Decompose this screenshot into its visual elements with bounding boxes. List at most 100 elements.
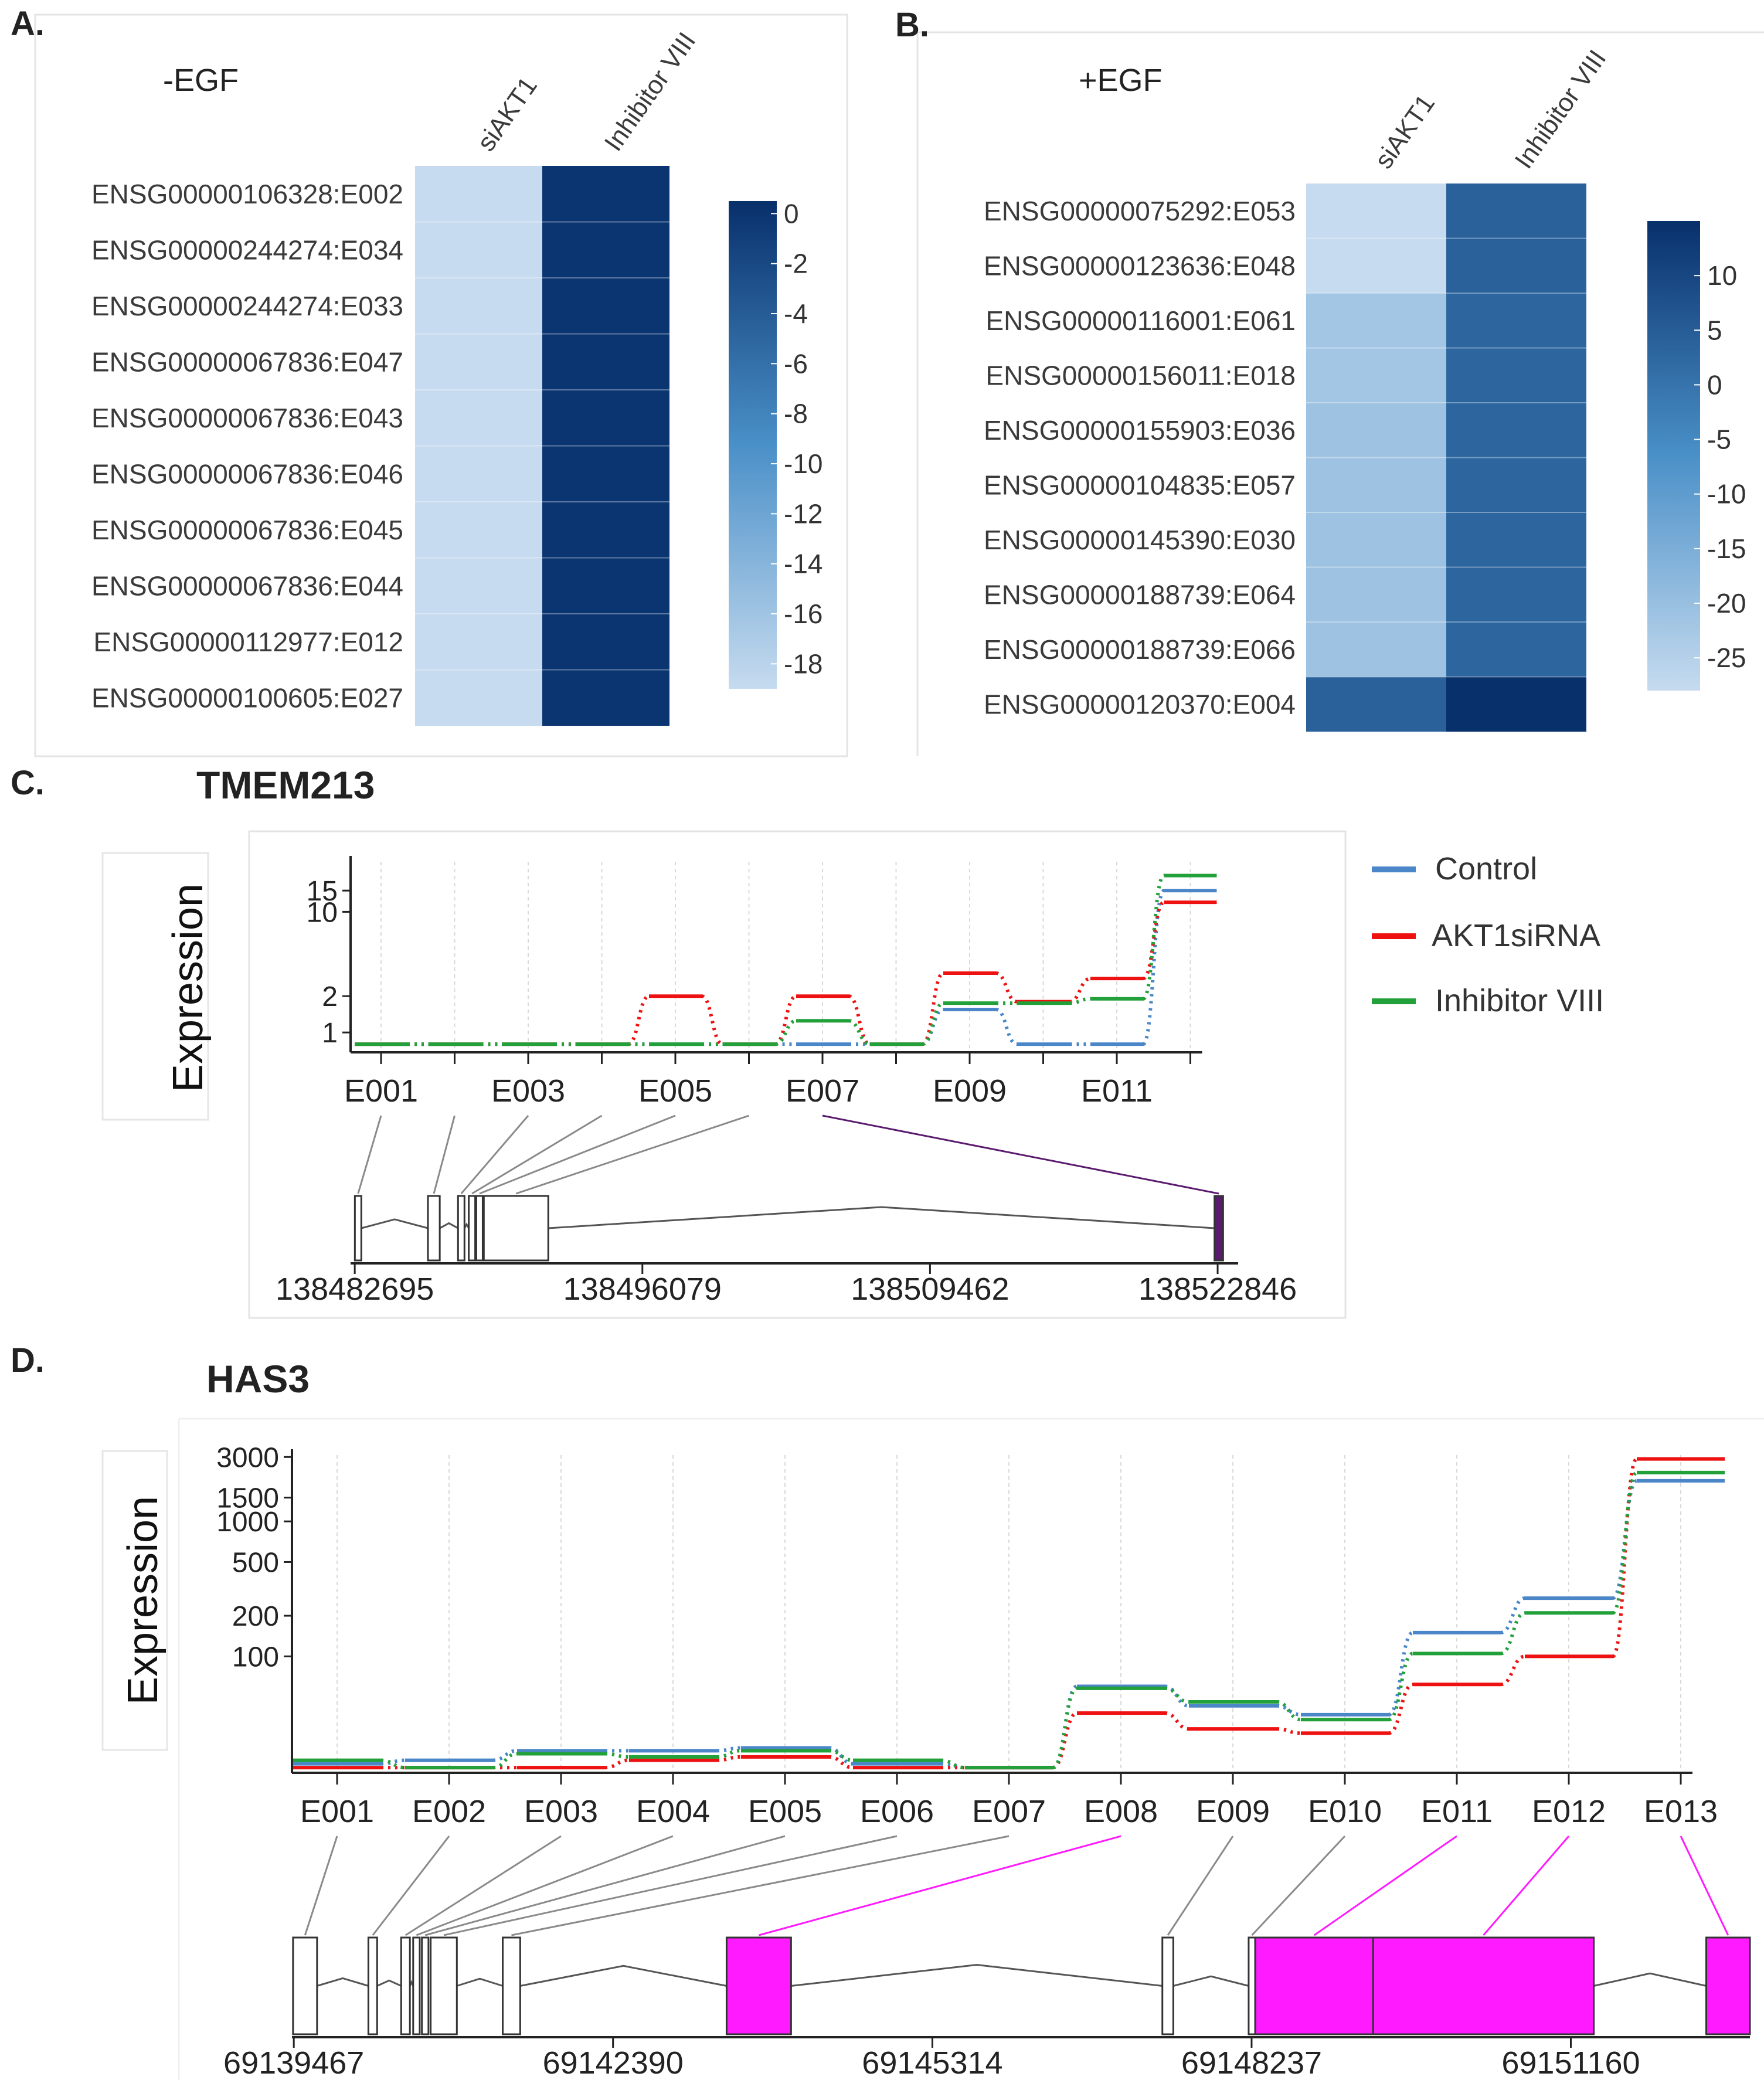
series-connector bbox=[774, 994, 797, 1046]
heatmap-cell bbox=[415, 166, 542, 222]
exon-connector bbox=[1313, 1835, 1457, 1936]
exon-connector bbox=[416, 1835, 674, 1936]
exon bbox=[725, 1936, 792, 2035]
y-tick-label: 200 bbox=[232, 1601, 279, 1632]
heatmap-row-label: ENSG00000112977:E012 bbox=[93, 627, 403, 657]
exon-connector bbox=[304, 1836, 338, 1936]
x-tick-label: E011 bbox=[1421, 1794, 1493, 1829]
series-connector bbox=[1388, 1651, 1414, 1722]
series-connector bbox=[848, 994, 871, 1046]
intron bbox=[791, 1963, 1163, 1987]
colorbar-tick-label: 10 bbox=[1707, 260, 1737, 291]
heatmap-row-label: ENSG00000067836:E046 bbox=[91, 458, 403, 489]
intron bbox=[317, 1977, 369, 1987]
heatmap-cell bbox=[542, 614, 669, 670]
exon-connector bbox=[357, 1115, 382, 1194]
series-connector bbox=[380, 1758, 406, 1766]
series-connector bbox=[848, 1019, 871, 1046]
y-tick-label: 100 bbox=[232, 1641, 279, 1673]
intron bbox=[1173, 1975, 1249, 1987]
exon bbox=[412, 1936, 421, 2035]
series-connector bbox=[492, 1752, 518, 1770]
series-connector bbox=[922, 1007, 944, 1046]
x-tick-label: E006 bbox=[860, 1794, 934, 1829]
heatmap-cell bbox=[1446, 238, 1586, 293]
heatmap-row-label: ENSG00000155903:E036 bbox=[984, 415, 1296, 446]
series-connector bbox=[940, 1758, 966, 1770]
heatmap-cell bbox=[542, 222, 669, 278]
panel-c-frame bbox=[248, 830, 1347, 1319]
exon bbox=[1254, 1936, 1374, 2035]
series-connector bbox=[1052, 1711, 1078, 1770]
heatmap-row-label: ENSG00000188739:E064 bbox=[984, 579, 1296, 610]
exon bbox=[1161, 1936, 1174, 2035]
exon-connector bbox=[759, 1835, 1121, 1936]
coordinate-label: 69145314 bbox=[862, 2045, 1002, 2080]
heatmap-b: ENSG00000075292:E053 ENSG00000123636:E048… bbox=[984, 45, 1746, 732]
series-connector bbox=[604, 1752, 630, 1759]
series-akt1sirna bbox=[355, 900, 1217, 1046]
heatmap-row-label: ENSG00000244274:E034 bbox=[91, 234, 403, 265]
heatmap-cell bbox=[415, 614, 542, 670]
colorbar-tick-label: 5 bbox=[1707, 315, 1722, 345]
heatmap-row-label: ENSG00000106328:E002 bbox=[91, 179, 403, 209]
legend: Control AKT1siRNA Inhibitor VIII bbox=[1372, 851, 1604, 1018]
x-tick-label: E013 bbox=[1644, 1794, 1718, 1829]
heatmap-cell bbox=[415, 669, 542, 726]
colorbar-tick-label: -10 bbox=[1707, 479, 1746, 509]
exon-connector bbox=[443, 1835, 898, 1936]
heatmap-cell bbox=[1306, 238, 1446, 293]
x-tick-label: E005 bbox=[638, 1073, 712, 1109]
heatmap-cell bbox=[1446, 567, 1586, 622]
exon bbox=[292, 1936, 318, 2035]
exon-connector bbox=[471, 1114, 603, 1195]
heatmap-cell bbox=[1306, 348, 1446, 403]
coordinate-label: 69139467 bbox=[223, 2045, 364, 2080]
x-tick-label: E009 bbox=[933, 1073, 1007, 1109]
series-connector bbox=[1500, 1654, 1525, 1687]
x-tick-label: E009 bbox=[1196, 1794, 1270, 1829]
colorbar-tick-label: -4 bbox=[784, 298, 808, 329]
colorbar-tick-label: -12 bbox=[784, 498, 822, 529]
x-tick-label: E010 bbox=[1308, 1794, 1382, 1829]
exon bbox=[427, 1195, 441, 1262]
series-connector bbox=[380, 1758, 406, 1770]
heatmap-cell bbox=[1446, 183, 1586, 239]
heatmap-column-label: siAKT1 bbox=[1369, 89, 1440, 174]
intron bbox=[439, 1222, 459, 1229]
heatmap-cell bbox=[1306, 403, 1446, 458]
heatmap-cell bbox=[542, 334, 669, 390]
heatmap-cell bbox=[542, 446, 669, 502]
exon bbox=[1705, 1936, 1751, 2035]
colorbar-tick-label: 0 bbox=[1707, 369, 1722, 400]
exon-connector bbox=[372, 1836, 450, 1936]
series-connector bbox=[1500, 1596, 1525, 1634]
colorbar bbox=[729, 201, 777, 689]
heatmap-cell bbox=[415, 278, 542, 334]
series-inhibitor-viii bbox=[355, 874, 1217, 1046]
coordinate-label: 138496079 bbox=[563, 1272, 722, 1307]
panel-c-title: TMEM213 bbox=[196, 763, 375, 807]
colorbar-tick-label: -15 bbox=[1707, 533, 1746, 564]
x-tick-label: E001 bbox=[344, 1073, 418, 1109]
exon-connector bbox=[1251, 1835, 1346, 1936]
intron bbox=[361, 1218, 429, 1229]
exon bbox=[400, 1936, 411, 2035]
panel-d-ylabel: Expression bbox=[120, 1496, 166, 1705]
heatmap-cell bbox=[542, 390, 669, 446]
exon-connector bbox=[479, 1114, 676, 1195]
panel-b-letter: B. bbox=[895, 6, 929, 44]
series-connector bbox=[1500, 1611, 1525, 1656]
x-tick-label: E008 bbox=[1084, 1794, 1158, 1829]
series-connector bbox=[1612, 1470, 1638, 1615]
series-connector bbox=[1388, 1630, 1414, 1717]
heatmap-cell bbox=[415, 390, 542, 446]
series-connector bbox=[1164, 1711, 1189, 1731]
y-tick-label: 1500 bbox=[216, 1483, 279, 1514]
heatmap-cell bbox=[415, 502, 542, 558]
y-tick-label: 2 bbox=[322, 981, 338, 1012]
exon-connector bbox=[515, 1114, 749, 1195]
panel-d-letter: D. bbox=[11, 1341, 45, 1379]
heatmap-cell bbox=[415, 222, 542, 278]
y-tick-label: 10 bbox=[307, 897, 338, 928]
